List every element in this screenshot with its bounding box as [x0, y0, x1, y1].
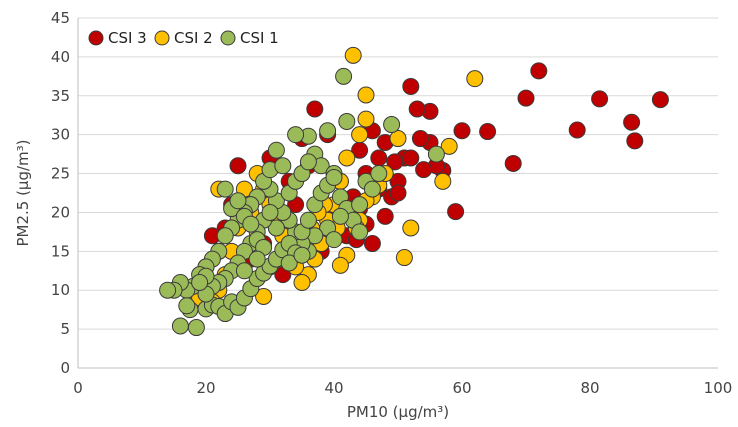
data-point — [363, 180, 381, 198]
data-point — [427, 145, 445, 163]
data-point — [395, 249, 413, 267]
data-point — [242, 215, 260, 233]
data-point — [453, 122, 471, 140]
data-point — [178, 297, 196, 315]
data-point — [447, 203, 465, 221]
y-tick-label: 5 — [60, 320, 70, 338]
x-tick-label: 100 — [704, 379, 733, 397]
legend-marker — [88, 30, 104, 46]
y-tick-label: 45 — [51, 9, 70, 27]
data-point — [248, 250, 266, 268]
y-tick-label: 15 — [51, 242, 70, 260]
legend-label: CSI 3 — [108, 29, 147, 47]
data-point — [255, 287, 273, 305]
y-axis-title: PM2.5 (µg/m³) — [14, 139, 32, 246]
data-point — [434, 172, 452, 190]
y-tick-label: 10 — [51, 281, 70, 299]
data-point — [440, 137, 458, 155]
data-point — [402, 77, 420, 95]
data-point — [325, 168, 343, 186]
data-point — [517, 89, 535, 107]
data-point — [626, 132, 644, 150]
data-point — [344, 46, 362, 64]
data-point — [408, 100, 426, 118]
data-point — [376, 207, 394, 225]
data-point — [357, 110, 375, 128]
data-point — [504, 154, 522, 172]
legend-label: CSI 2 — [174, 29, 213, 47]
data-point — [351, 223, 369, 241]
data-point — [216, 227, 234, 245]
data-point — [235, 262, 253, 280]
data-point — [351, 126, 369, 144]
data-point — [402, 149, 420, 167]
data-point — [319, 122, 337, 140]
legend-marker — [154, 30, 170, 46]
data-point — [389, 130, 407, 148]
data-point — [216, 180, 234, 198]
data-point — [267, 141, 285, 159]
data-point — [331, 207, 349, 225]
data-point — [306, 100, 324, 118]
data-point — [568, 121, 586, 139]
x-tick-label: 80 — [580, 379, 599, 397]
data-point — [363, 235, 381, 253]
axes — [77, 18, 718, 369]
data-point — [351, 196, 369, 214]
data-point — [187, 319, 205, 337]
data-point — [274, 157, 292, 175]
data-point — [530, 62, 548, 80]
data-point — [383, 116, 401, 134]
data-point — [591, 90, 609, 108]
y-tick-label: 40 — [51, 48, 70, 66]
data-point — [338, 149, 356, 167]
data-point — [331, 256, 349, 274]
data-point — [191, 273, 209, 291]
data-point — [159, 281, 177, 299]
y-tick-label: 0 — [60, 359, 70, 377]
data-point — [267, 219, 285, 237]
data-point — [402, 219, 420, 237]
data-point — [293, 273, 311, 291]
y-tick-label: 20 — [51, 203, 70, 221]
x-tick-label: 60 — [452, 379, 471, 397]
data-point — [411, 130, 429, 148]
data-point — [479, 123, 497, 141]
data-point — [335, 67, 353, 85]
tick-labels: 0 5 10 15 20 25 30 35 40 45 0 20 40 60 80 100 — [51, 9, 732, 397]
data-point — [623, 113, 641, 131]
x-tick-label: 0 — [73, 379, 83, 397]
legend-marker — [220, 30, 236, 46]
legend: CSI 3 CSI 2 CSI 1 — [88, 29, 279, 47]
data-point — [370, 149, 388, 167]
data-point — [299, 211, 317, 229]
data-point — [338, 112, 356, 130]
data-point — [287, 126, 305, 144]
data-point — [280, 254, 298, 272]
data-point — [261, 203, 279, 221]
data-point — [389, 184, 407, 202]
data-point — [370, 165, 388, 183]
data-point — [466, 70, 484, 88]
y-tick-label: 25 — [51, 165, 70, 183]
x-axis-title: PM10 (µg/m³) — [347, 403, 449, 421]
data-point — [386, 153, 404, 171]
y-tick-label: 30 — [51, 126, 70, 144]
data-point — [325, 231, 343, 249]
series-2 — [159, 67, 445, 337]
data-point — [229, 192, 247, 210]
data-point — [299, 153, 317, 171]
data-point — [651, 91, 669, 109]
data-point — [415, 161, 433, 179]
x-tick-label: 40 — [324, 379, 343, 397]
y-tick-label: 35 — [51, 87, 70, 105]
data-point — [171, 317, 189, 335]
legend-label: CSI 1 — [240, 29, 279, 47]
data-point — [293, 246, 311, 264]
data-point — [357, 86, 375, 104]
x-tick-label: 20 — [196, 379, 215, 397]
data-point — [229, 157, 247, 175]
data-points — [159, 46, 669, 337]
